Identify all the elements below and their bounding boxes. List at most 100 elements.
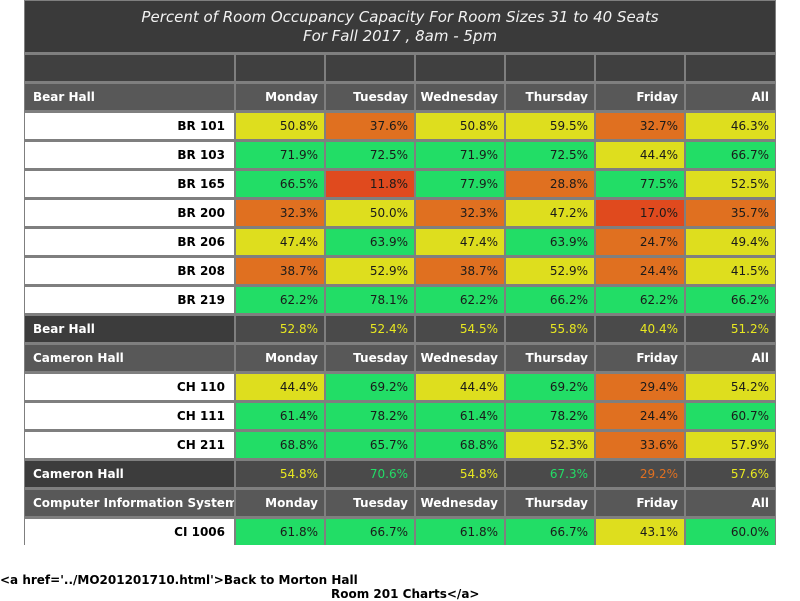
occupancy-cell: 77.9%: [416, 171, 504, 197]
occupancy-cell: 66.2%: [506, 287, 594, 313]
room-name: BR 219: [25, 287, 234, 313]
occupancy-cell: 54.2%: [686, 374, 775, 400]
occupancy-cell: 29.4%: [596, 374, 684, 400]
occupancy-cell: 47.2%: [506, 200, 594, 226]
occupancy-cell: 49.4%: [686, 229, 775, 255]
blank-header-cell: [236, 55, 324, 81]
occupancy-cell: 62.2%: [596, 287, 684, 313]
occupancy-cell: 43.1%: [596, 519, 684, 545]
section-summary-label: Bear Hall: [25, 316, 234, 342]
section-header: Cameron Hall: [25, 345, 234, 371]
summary-cell: 67.3%: [506, 461, 594, 487]
summary-cell: 51.2%: [686, 316, 775, 342]
occupancy-cell: 59.5%: [506, 113, 594, 139]
occupancy-cell: 37.6%: [326, 113, 414, 139]
occupancy-cell: 68.8%: [236, 432, 324, 458]
occupancy-cell: 47.4%: [236, 229, 324, 255]
occupancy-cell: 38.7%: [236, 258, 324, 284]
back-link-line1[interactable]: <a href='../MO201201710.html'>Back to Mo…: [0, 573, 358, 587]
section-header: Bear Hall: [25, 84, 234, 110]
occupancy-cell: 57.9%: [686, 432, 775, 458]
column-header-tuesday: Tuesday: [326, 84, 414, 110]
occupancy-cell: 52.9%: [506, 258, 594, 284]
occupancy-cell: 71.9%: [416, 142, 504, 168]
column-header-wednesday: Wednesday: [416, 84, 504, 110]
summary-cell: 55.8%: [506, 316, 594, 342]
room-name: BR 208: [25, 258, 234, 284]
blank-header-cell: [326, 55, 414, 81]
occupancy-cell: 32.7%: [596, 113, 684, 139]
column-header-monday: Monday: [236, 84, 324, 110]
occupancy-cell: 66.5%: [236, 171, 324, 197]
column-header-monday: Monday: [236, 345, 324, 371]
summary-cell: 52.8%: [236, 316, 324, 342]
occupancy-cell: 50.8%: [416, 113, 504, 139]
occupancy-cell: 46.3%: [686, 113, 775, 139]
occupancy-cell: 61.8%: [236, 519, 324, 545]
occupancy-cell: 50.8%: [236, 113, 324, 139]
column-header-tuesday: Tuesday: [326, 345, 414, 371]
occupancy-cell: 44.4%: [596, 142, 684, 168]
occupancy-cell: 61.4%: [236, 403, 324, 429]
blank-header-cell: [686, 55, 775, 81]
occupancy-cell: 28.8%: [506, 171, 594, 197]
occupancy-cell: 50.0%: [326, 200, 414, 226]
occupancy-cell: 66.7%: [686, 142, 775, 168]
occupancy-cell: 44.4%: [416, 374, 504, 400]
summary-cell: 52.4%: [326, 316, 414, 342]
occupancy-cell: 60.0%: [686, 519, 775, 545]
occupancy-cell: 61.8%: [416, 519, 504, 545]
occupancy-cell: 11.8%: [326, 171, 414, 197]
occupancy-cell: 68.8%: [416, 432, 504, 458]
occupancy-cell: 72.5%: [506, 142, 594, 168]
blank-header-cell: [25, 55, 234, 81]
column-header-all: All: [686, 345, 775, 371]
report-title: Percent of Room Occupancy Capacity For R…: [25, 1, 775, 52]
occupancy-cell: 66.7%: [326, 519, 414, 545]
room-name: CH 211: [25, 432, 234, 458]
occupancy-cell: 65.7%: [326, 432, 414, 458]
room-name: CH 111: [25, 403, 234, 429]
column-header-thursday: Thursday: [506, 490, 594, 516]
occupancy-cell: 35.7%: [686, 200, 775, 226]
occupancy-cell: 71.9%: [236, 142, 324, 168]
occupancy-cell: 24.4%: [596, 403, 684, 429]
blank-header-cell: [596, 55, 684, 81]
occupancy-cell: 72.5%: [326, 142, 414, 168]
occupancy-cell: 41.5%: [686, 258, 775, 284]
summary-cell: 40.4%: [596, 316, 684, 342]
occupancy-cell: 44.4%: [236, 374, 324, 400]
column-header-monday: Monday: [236, 490, 324, 516]
section-summary-label: Cameron Hall: [25, 461, 234, 487]
occupancy-cell: 66.7%: [506, 519, 594, 545]
occupancy-cell: 38.7%: [416, 258, 504, 284]
room-name: BR 101: [25, 113, 234, 139]
summary-cell: 54.8%: [416, 461, 504, 487]
occupancy-cell: 61.4%: [416, 403, 504, 429]
occupancy-cell: 78.2%: [326, 403, 414, 429]
report-title-line2: For Fall 2017 , 8am - 5pm: [302, 26, 498, 45]
occupancy-cell: 52.5%: [686, 171, 775, 197]
occupancy-cell: 24.4%: [596, 258, 684, 284]
section-header: Computer Information Systems: [25, 490, 234, 516]
room-name: BR 200: [25, 200, 234, 226]
occupancy-cell: 69.2%: [326, 374, 414, 400]
room-name: BR 103: [25, 142, 234, 168]
summary-cell: 54.8%: [236, 461, 324, 487]
summary-cell: 29.2%: [596, 461, 684, 487]
column-header-all: All: [686, 84, 775, 110]
column-header-thursday: Thursday: [506, 84, 594, 110]
blank-header-cell: [416, 55, 504, 81]
occupancy-cell: 32.3%: [236, 200, 324, 226]
occupancy-cell: 78.2%: [506, 403, 594, 429]
occupancy-cell: 52.3%: [506, 432, 594, 458]
room-name: CH 110: [25, 374, 234, 400]
occupancy-report: Percent of Room Occupancy Capacity For R…: [24, 0, 776, 545]
column-header-friday: Friday: [596, 490, 684, 516]
occupancy-cell: 66.2%: [686, 287, 775, 313]
summary-cell: 54.5%: [416, 316, 504, 342]
occupancy-cell: 17.0%: [596, 200, 684, 226]
back-link-line2[interactable]: Room 201 Charts</a>: [331, 587, 480, 601]
column-header-friday: Friday: [596, 84, 684, 110]
column-header-friday: Friday: [596, 345, 684, 371]
